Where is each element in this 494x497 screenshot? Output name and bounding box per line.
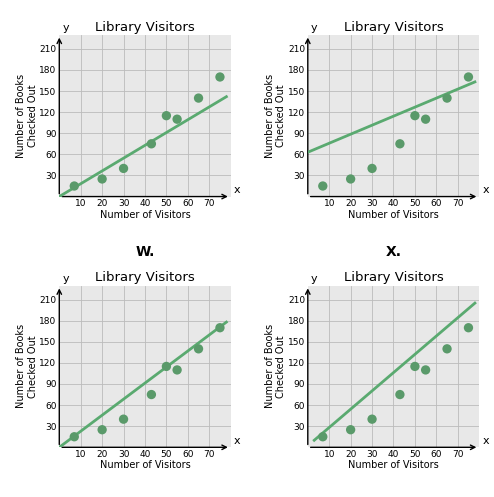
Point	[368, 415, 376, 423]
Point	[464, 73, 472, 81]
Point	[411, 112, 419, 120]
Point	[120, 415, 127, 423]
Point	[147, 391, 155, 399]
Point	[163, 362, 170, 370]
X-axis label: Number of Visitors: Number of Visitors	[100, 210, 190, 220]
X-axis label: Number of Visitors: Number of Visitors	[348, 210, 439, 220]
Point	[347, 426, 355, 434]
Point	[422, 115, 430, 123]
Point	[443, 94, 451, 102]
Point	[147, 140, 155, 148]
Point	[443, 345, 451, 353]
Point	[98, 175, 106, 183]
Point	[422, 366, 430, 374]
X-axis label: Number of Visitors: Number of Visitors	[348, 460, 439, 471]
Text: X.: X.	[385, 245, 402, 259]
Text: W.: W.	[135, 245, 155, 259]
Point	[319, 433, 327, 441]
Text: x: x	[483, 436, 489, 446]
Point	[163, 112, 170, 120]
Point	[411, 362, 419, 370]
Text: y: y	[311, 23, 318, 33]
Y-axis label: Number of Books
Checked Out: Number of Books Checked Out	[16, 325, 38, 409]
Title: Library Visitors: Library Visitors	[344, 271, 443, 284]
Text: x: x	[234, 436, 241, 446]
Text: Z.: Z.	[386, 496, 401, 497]
Point	[347, 175, 355, 183]
Y-axis label: Number of Books
Checked Out: Number of Books Checked Out	[265, 74, 287, 158]
Point	[173, 115, 181, 123]
Point	[173, 366, 181, 374]
Point	[396, 140, 404, 148]
Point	[70, 182, 78, 190]
Text: y: y	[63, 274, 69, 284]
Point	[216, 73, 224, 81]
X-axis label: Number of Visitors: Number of Visitors	[100, 460, 190, 471]
Title: Library Visitors: Library Visitors	[95, 20, 195, 34]
Point	[368, 165, 376, 172]
Point	[464, 324, 472, 331]
Point	[120, 165, 127, 172]
Point	[195, 94, 203, 102]
Point	[70, 433, 78, 441]
Text: Y.: Y.	[138, 496, 152, 497]
Text: y: y	[63, 23, 69, 33]
Text: y: y	[311, 274, 318, 284]
Point	[396, 391, 404, 399]
Point	[216, 324, 224, 331]
Point	[98, 426, 106, 434]
Point	[319, 182, 327, 190]
Y-axis label: Number of Books
Checked Out: Number of Books Checked Out	[16, 74, 38, 158]
Text: x: x	[234, 185, 241, 195]
Y-axis label: Number of Books
Checked Out: Number of Books Checked Out	[265, 325, 287, 409]
Title: Library Visitors: Library Visitors	[344, 20, 443, 34]
Point	[195, 345, 203, 353]
Title: Library Visitors: Library Visitors	[95, 271, 195, 284]
Text: x: x	[483, 185, 489, 195]
